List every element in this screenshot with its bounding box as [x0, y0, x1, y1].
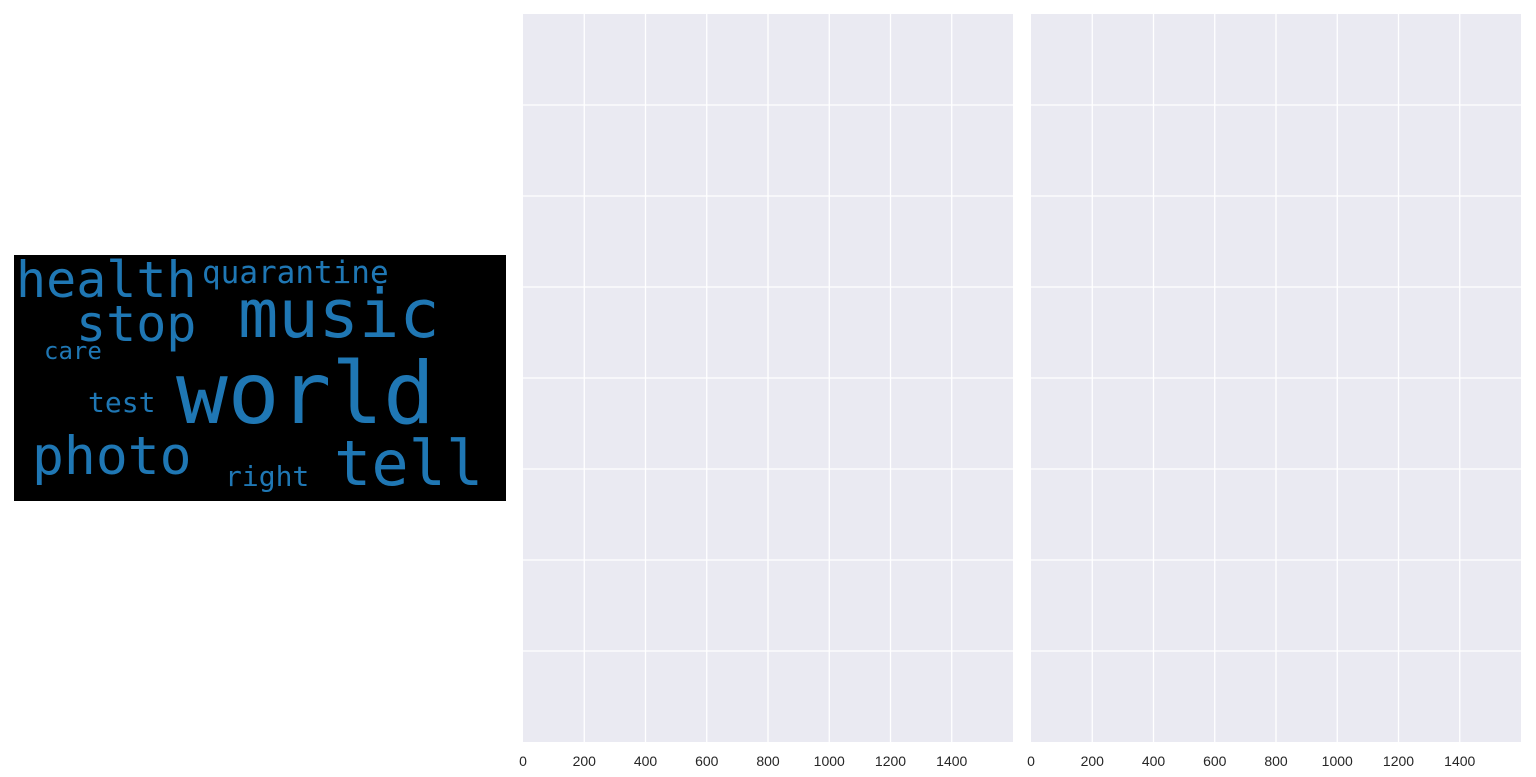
- word-test: test: [88, 386, 156, 419]
- x-tick-label: 1000: [1322, 753, 1353, 769]
- x-tick-label: 1200: [1383, 753, 1414, 769]
- x-tick-label: 400: [1142, 753, 1166, 769]
- x-tick-label: 1200: [875, 753, 906, 769]
- x-tick-label: 600: [695, 753, 719, 769]
- x-tick-label: 800: [756, 753, 780, 769]
- word-cloud: world music tell photo health stop quarantine t…: [14, 255, 506, 501]
- chart-panel-1: 0 200 400 600 800 1000 1200 1400: [519, 14, 1013, 769]
- chart-panel-2: 0 200 400 600 800 1000 1200 1400: [1027, 14, 1521, 769]
- x-tick-label: 1400: [936, 753, 967, 769]
- word-photo: photo: [32, 426, 192, 487]
- word-tell: tell: [334, 427, 484, 500]
- x-tick-label: 0: [1027, 753, 1035, 769]
- x-tick-label: 1400: [1444, 753, 1475, 769]
- word-world: world: [176, 344, 435, 444]
- word-music: music: [238, 275, 440, 353]
- x-tick-label: 600: [1203, 753, 1227, 769]
- word-care: care: [44, 337, 102, 365]
- x-tick-label: 0: [519, 753, 527, 769]
- word-stop: stop: [76, 295, 197, 353]
- word-health: health: [16, 255, 197, 309]
- x-tick-label: 1000: [814, 753, 845, 769]
- word-right: right: [225, 460, 310, 493]
- x-tick-label: 400: [634, 753, 658, 769]
- x-tick-label: 200: [573, 753, 597, 769]
- x-tick-label: 200: [1081, 753, 1105, 769]
- word-quarantine: quarantine: [202, 255, 389, 291]
- x-tick-label: 800: [1264, 753, 1288, 769]
